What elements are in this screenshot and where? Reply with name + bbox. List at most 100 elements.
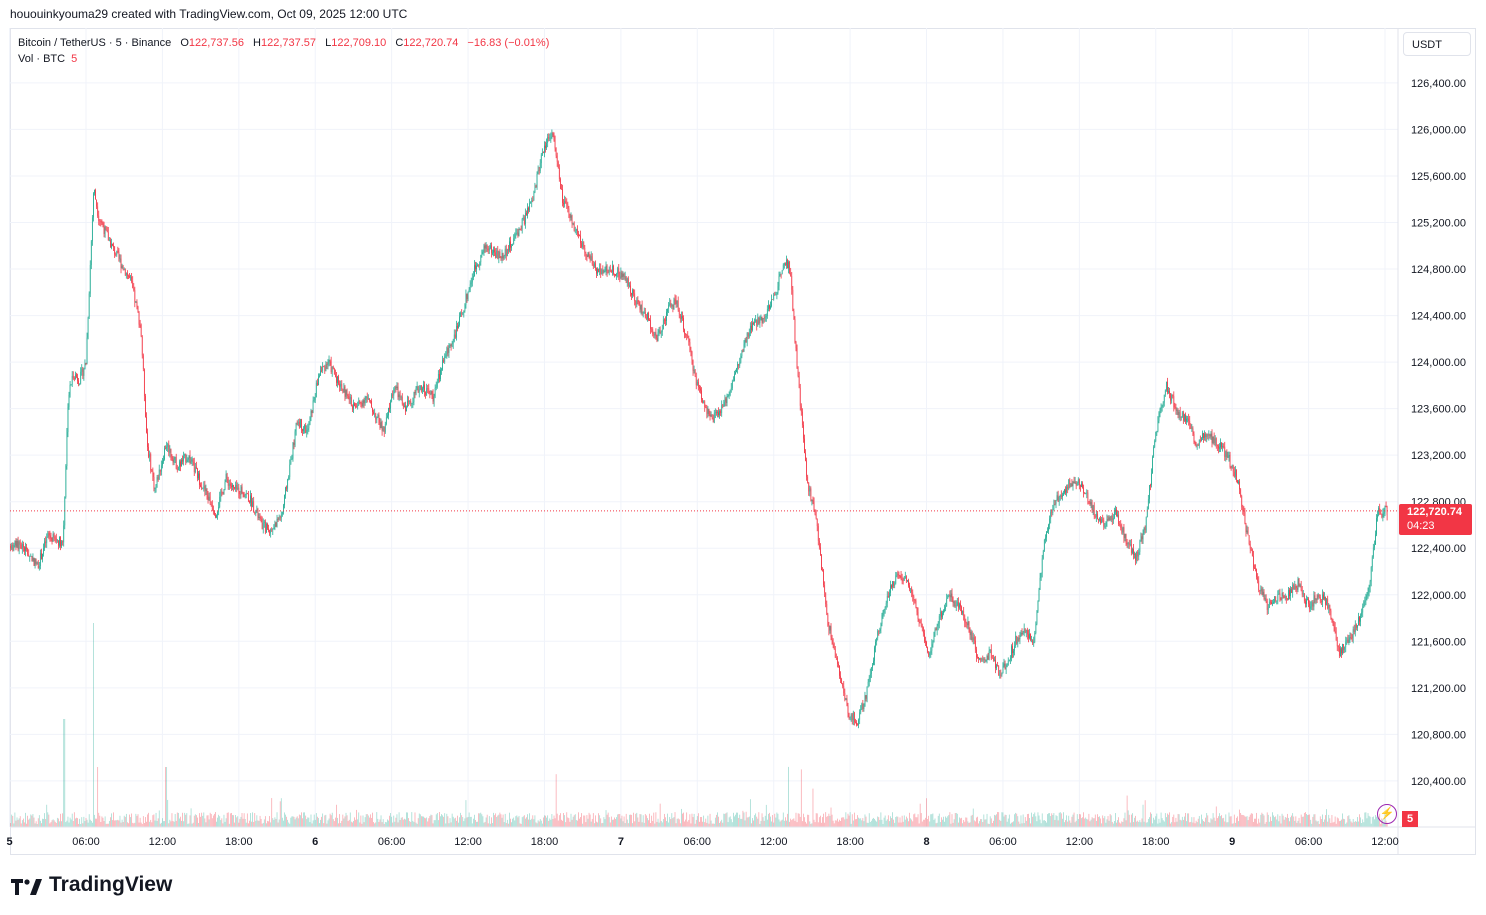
candle-body	[858, 719, 859, 726]
candle-body	[1180, 417, 1182, 418]
volume-bar	[1267, 814, 1269, 827]
candle-body	[1344, 647, 1346, 650]
candle-body	[652, 329, 654, 334]
candle-body	[827, 614, 829, 626]
candle-body	[506, 249, 508, 256]
candle-body	[872, 664, 873, 668]
volume-bar	[390, 813, 391, 827]
candle-body	[919, 621, 921, 624]
candle-body	[773, 294, 775, 300]
volume-label[interactable]: Vol · BTC	[18, 53, 66, 65]
volume-bar	[1123, 818, 1125, 827]
volume-bar	[959, 817, 960, 827]
volume-bar	[248, 823, 249, 827]
candle-body	[189, 455, 191, 463]
volume-bar	[682, 813, 683, 827]
volume-bar	[714, 817, 716, 827]
candle-body	[1267, 607, 1269, 610]
candle-body	[541, 152, 543, 155]
volume-bar	[600, 818, 602, 827]
volume-bar	[1201, 814, 1202, 827]
volume-bar	[1080, 814, 1081, 827]
candle-body	[782, 264, 784, 271]
volume-bar	[938, 813, 940, 827]
volume-bar	[1295, 816, 1297, 827]
volume-bar	[516, 815, 518, 827]
volume-bar	[1163, 821, 1165, 827]
volume-bar	[207, 815, 209, 827]
candle-body	[1084, 492, 1086, 494]
volume-bar	[585, 822, 587, 827]
volume-bar	[102, 817, 104, 827]
volume-bar	[1377, 814, 1378, 827]
volume-bar	[1035, 816, 1037, 827]
candle-body	[231, 485, 232, 487]
volume-bar	[25, 812, 26, 827]
candle-body	[78, 380, 79, 384]
candle-body	[1254, 567, 1255, 569]
candle-body	[844, 693, 846, 701]
candle-body	[1114, 511, 1115, 519]
candle-body	[565, 200, 567, 204]
candle-body	[1036, 611, 1038, 624]
volume-bar	[392, 822, 394, 827]
candle-body	[194, 466, 196, 473]
candle-body	[1090, 502, 1092, 505]
candle-body	[242, 492, 244, 494]
volume-bar	[993, 820, 994, 827]
volume-bar	[1177, 813, 1179, 827]
candle-body	[301, 419, 302, 430]
volume-bar	[70, 819, 72, 827]
candle-body	[283, 505, 284, 513]
currency-button[interactable]: USDT	[1403, 32, 1471, 56]
candle-body	[691, 351, 693, 361]
volume-bar	[49, 823, 51, 827]
volume-bar	[177, 812, 179, 827]
lightning-icon[interactable]: ⚡	[1377, 804, 1397, 824]
candle-body	[266, 524, 267, 533]
volume-bar	[1067, 821, 1069, 827]
y-tick-label: 125,200.00	[1411, 218, 1466, 230]
volume-bar	[259, 815, 261, 827]
candle-body	[608, 269, 610, 273]
volume-bar	[1052, 814, 1054, 827]
candle-body	[1144, 527, 1146, 531]
volume-bar	[1323, 821, 1324, 827]
volume-bar	[327, 820, 329, 827]
x-tick-label: 06:00	[1295, 836, 1323, 848]
candle-body	[635, 301, 637, 305]
candle-body	[1008, 659, 1010, 661]
candle-body	[805, 452, 806, 461]
volume-bar	[264, 816, 266, 827]
volume-bar	[825, 812, 827, 827]
volume-bar	[662, 819, 664, 827]
volume-bar	[389, 815, 390, 827]
chart-credit: hououinkyouma29 created with TradingView…	[10, 7, 408, 21]
candle-body	[58, 540, 59, 546]
candle-body	[128, 275, 129, 277]
candle-body	[85, 363, 87, 364]
volume-bar	[274, 817, 276, 827]
volume-bar	[14, 812, 16, 827]
volume-bar	[1328, 814, 1330, 827]
volume-bar	[266, 823, 267, 827]
symbol-name[interactable]: Bitcoin / TetherUS · 5 · Binance	[18, 37, 172, 49]
volume-bar	[1152, 823, 1153, 827]
candle-body	[1361, 612, 1363, 616]
volume-bar	[936, 822, 938, 827]
volume-bar	[227, 812, 229, 827]
candle-body	[308, 425, 310, 429]
volume-bar	[432, 823, 434, 827]
candle-body	[1322, 594, 1323, 603]
candle-body	[245, 493, 247, 495]
volume-bar	[342, 814, 344, 827]
tradingview-logo[interactable]: TradingView	[11, 873, 172, 897]
volume-bar	[105, 823, 107, 827]
candle-body	[441, 369, 442, 371]
volume-bar	[480, 812, 482, 827]
volume-bar	[313, 814, 315, 827]
volume-bar	[184, 812, 186, 827]
volume-bar	[838, 821, 839, 827]
candle-body	[114, 246, 116, 255]
